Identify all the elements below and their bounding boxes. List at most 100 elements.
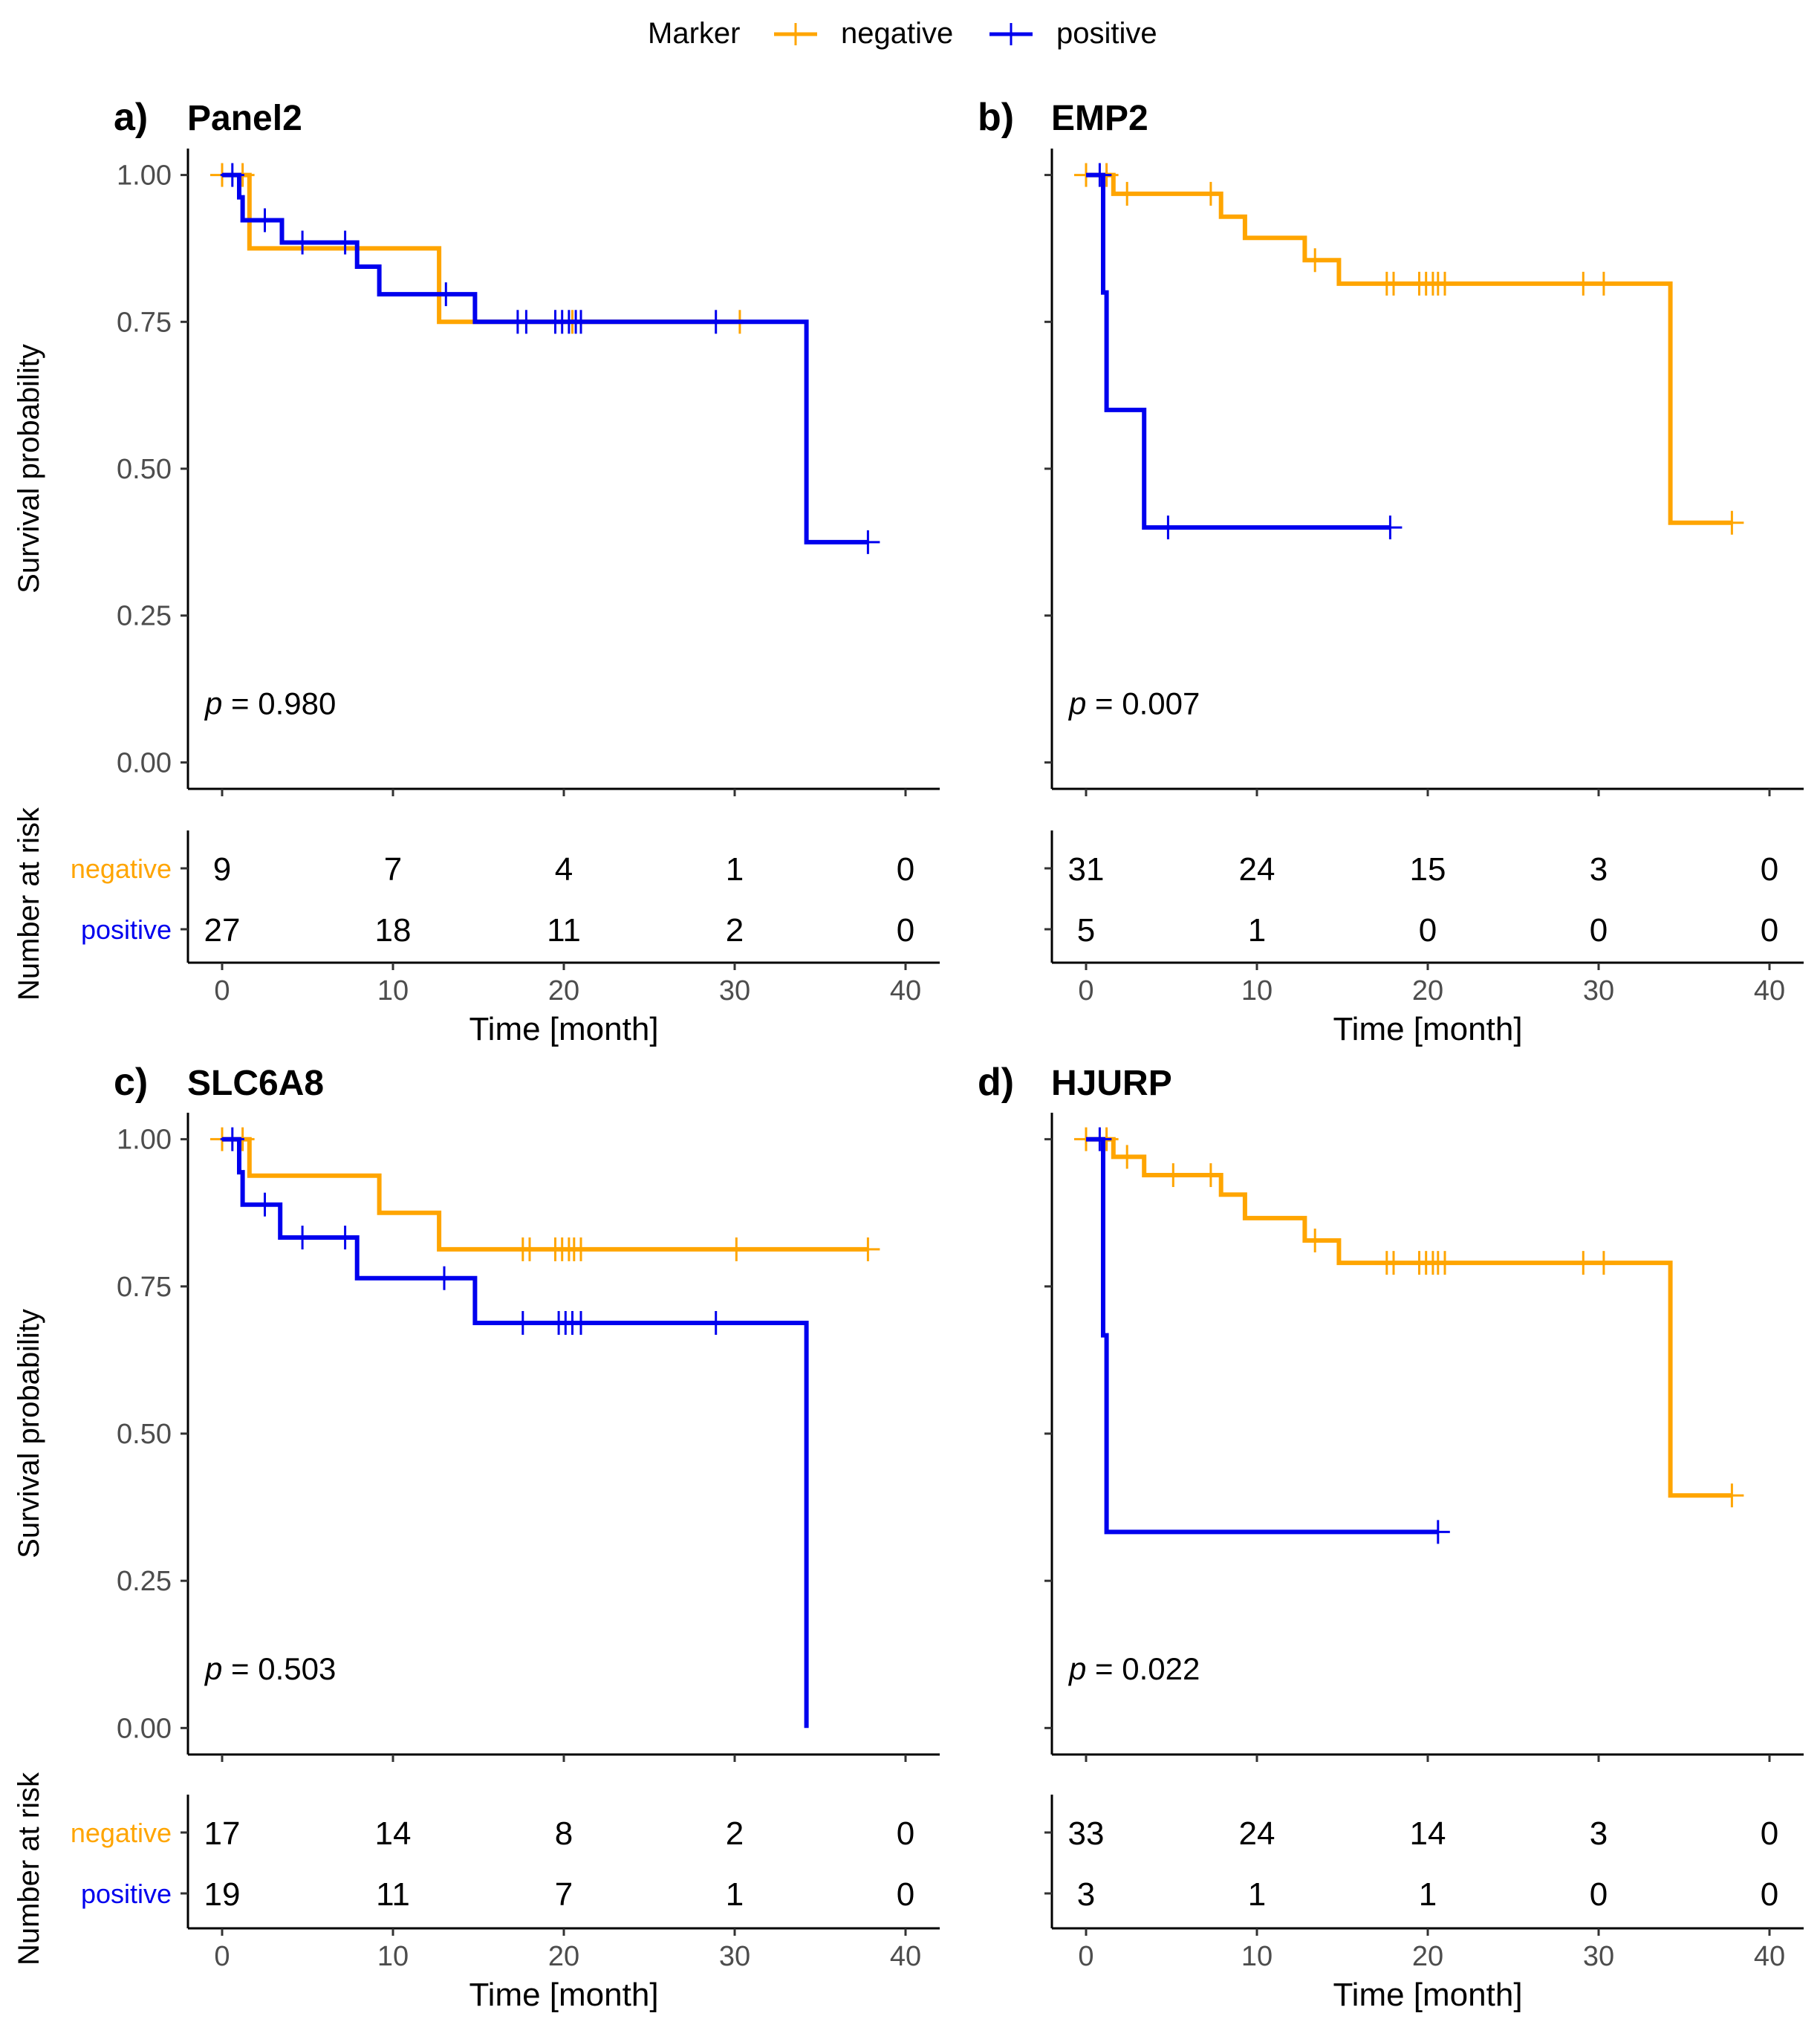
risk-count-negative: 0 [1761,851,1778,888]
risk-count-negative: 0 [897,1815,914,1852]
risk-count-negative: 3 [1590,1815,1608,1852]
risk-count-negative: 4 [555,851,573,888]
y-tick-label: 0.00 [117,747,172,778]
risk-count-positive: 11 [547,912,581,949]
panel-1: a) Panel2 0.00 0.25 0.50 0.75 1.00 Survival pro… [13,96,940,1047]
risk-count-negative: 14 [375,1815,412,1852]
risk-count-positive: 27 [204,912,241,949]
risk-count-negative: 3 [1590,851,1608,888]
risk-count-negative: 24 [1239,1815,1275,1852]
y-tick-label: 1.00 [117,1125,172,1156]
x-axis-title: Time [month] [469,1977,658,2013]
risk-count-positive: 18 [375,912,412,949]
km-curve-negative [222,172,744,325]
panel-tag: b) [978,96,1014,139]
legend-label-positive: positive [1056,17,1157,50]
risk-count-positive: 2 [726,912,744,949]
x-tick-label: 20 [548,1941,579,1972]
risk-count-positive: 11 [376,1876,410,1913]
x-tick-label: 40 [1754,1941,1785,1972]
x-tick-label: 30 [719,1941,750,1972]
legend-label-negative: negative [841,17,953,50]
p-value-text: = 0.503 [222,1651,336,1686]
x-tick-label: 30 [1583,975,1614,1007]
p-value-text: = 0.007 [1086,686,1200,721]
p-value: p = 0.980 [204,686,336,721]
y-tick-label: 0.50 [117,454,172,485]
p-value-symbol: p [1067,686,1086,721]
y-tick-label: 0.25 [117,601,172,632]
panel-title: Panel2 [187,99,302,138]
panel-3: c) SLC6A8 0.00 0.25 0.50 0.75 1.00 Survival pro… [13,1061,940,2013]
risk-count-negative: 0 [897,851,914,888]
risk-count-negative: 31 [1068,851,1105,888]
x-tick-label: 20 [1412,975,1443,1007]
p-value: p = 0.007 [1067,686,1200,721]
risk-count-positive: 0 [1761,912,1778,949]
risk-axis-title: Number at risk [13,1772,45,1965]
x-tick-label: 20 [548,975,579,1007]
x-axis-title: Time [month] [469,1011,658,1047]
p-value: p = 0.503 [204,1651,336,1686]
risk-count-negative: 33 [1068,1815,1105,1852]
x-tick-label: 10 [377,975,409,1007]
risk-count-positive: 3 [1077,1876,1095,1913]
risk-row-label-negative: negative [71,1818,172,1848]
risk-count-positive: 0 [1590,912,1608,949]
risk-count-negative: 24 [1239,851,1275,888]
km-curve-negative [1086,172,1732,525]
y-tick-label: 0.75 [117,307,172,338]
risk-row-label-positive: positive [81,914,172,945]
x-tick-label: 20 [1412,1941,1443,1972]
x-tick-label: 10 [1241,975,1273,1007]
p-value-text: = 0.022 [1086,1651,1200,1686]
risk-count-negative: 17 [204,1815,241,1852]
p-value-symbol: p [204,1651,222,1686]
y-axis-title: Survival probability [13,1309,45,1558]
panel-tag: c) [114,1061,148,1104]
x-axis-title: Time [month] [1333,1977,1522,2013]
y-tick-label: 1.00 [117,160,172,192]
y-tick-label: 0.25 [117,1566,172,1597]
risk-count-negative: 15 [1410,851,1446,888]
x-tick-label: 30 [719,975,750,1007]
risk-row-label-negative: negative [71,853,172,884]
x-tick-label: 10 [377,1941,409,1972]
x-tick-label: 30 [1583,1941,1614,1972]
risk-count-negative: 8 [555,1815,573,1852]
risk-count-positive: 0 [1590,1876,1608,1913]
risk-count-positive: 0 [897,1876,914,1913]
y-tick-label: 0.50 [117,1419,172,1450]
p-value-symbol: p [1067,1651,1086,1686]
y-tick-label: 0.75 [117,1272,172,1303]
x-tick-label: 0 [214,975,230,1007]
risk-count-negative: 7 [384,851,402,888]
panel-tag: a) [114,96,148,139]
p-value: p = 0.022 [1067,1651,1200,1686]
risk-count-positive: 1 [1248,912,1266,949]
p-value-text: = 0.980 [222,686,336,721]
risk-count-positive: 7 [555,1876,573,1913]
risk-count-positive: 1 [1419,1876,1437,1913]
legend: Marker negative positive [648,17,1157,50]
risk-row-label-positive: positive [81,1879,172,1909]
risk-axis-title: Number at risk [13,807,45,1001]
x-tick-label: 0 [214,1941,230,1972]
risk-count-positive: 0 [1761,1876,1778,1913]
km-curve-positive [222,172,868,544]
km-curve-negative [1086,1136,1732,1498]
panel-title: EMP2 [1051,99,1148,138]
km-curve-negative [222,1136,868,1252]
km-curve-positive [1086,172,1391,530]
km-curve-positive [222,1136,809,1729]
x-tick-label: 40 [890,1941,921,1972]
panel-title: SLC6A8 [187,1064,324,1103]
x-tick-label: 0 [1078,975,1093,1007]
x-tick-label: 0 [1078,1941,1093,1972]
km-curve-positive [1086,1136,1438,1535]
panel-title: HJURP [1051,1064,1172,1103]
